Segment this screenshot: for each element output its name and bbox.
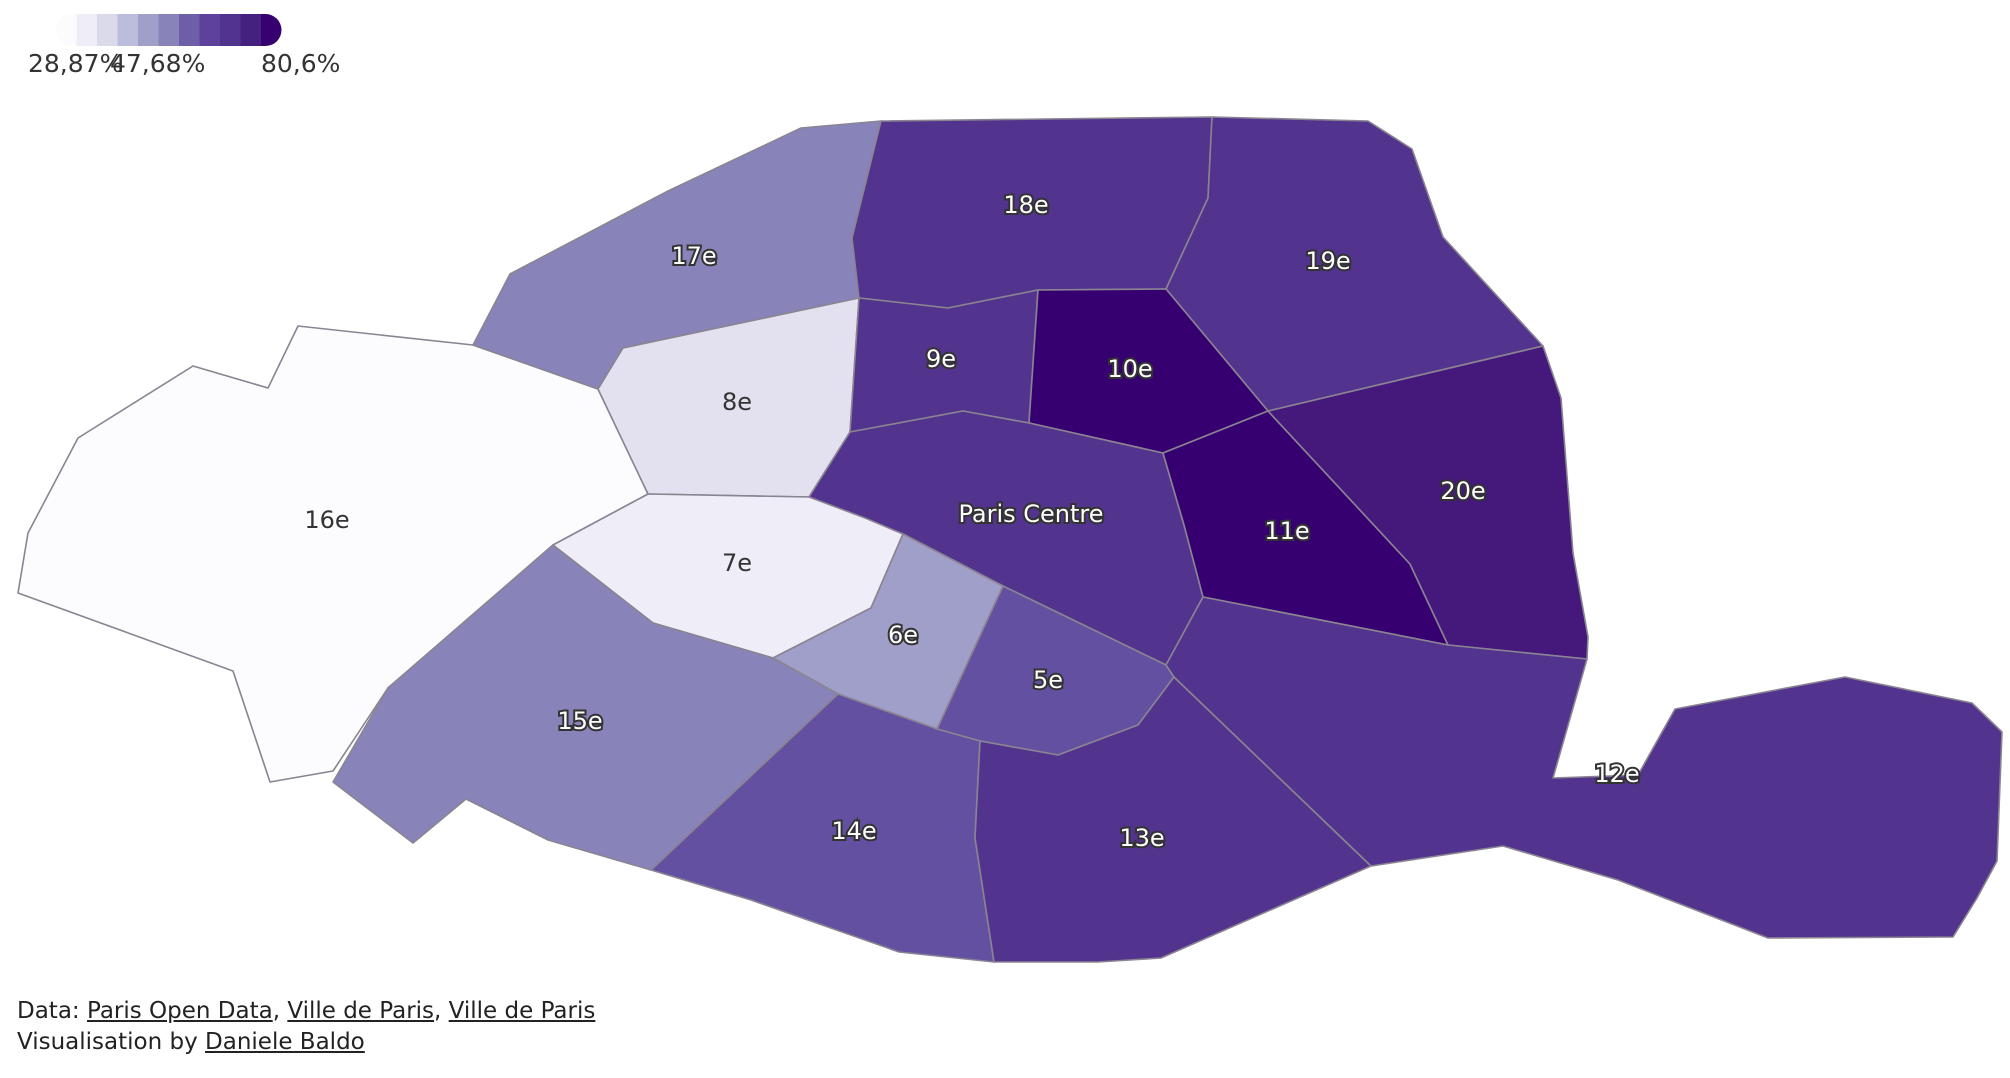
region-15e[interactable] <box>332 544 839 871</box>
data-sources-line: Data: Paris Open Data, Ville de Paris, V… <box>17 996 595 1027</box>
region-13e[interactable] <box>974 676 1372 963</box>
region-label-14e: 14e <box>831 817 876 845</box>
region-label-5e: 5e <box>1033 666 1063 694</box>
region-label-paris-centre: Paris Centre <box>958 500 1103 528</box>
region-label-17e: 17e <box>671 242 716 270</box>
region-label-8e: 8e <box>722 388 752 416</box>
arrondissements <box>17 116 2003 963</box>
legend-step <box>117 14 139 46</box>
region-label-16e: 16e <box>304 506 349 534</box>
legend-step <box>220 14 242 46</box>
region-label-6e: 6e <box>888 621 918 649</box>
separator: , <box>272 998 288 1024</box>
separator: , <box>434 998 449 1024</box>
region-label-13e: 13e <box>1119 824 1164 852</box>
data-prefix: Data: <box>17 998 87 1024</box>
region-label-9e: 9e <box>926 345 956 373</box>
region-label-11e: 11e <box>1264 517 1309 545</box>
legend-step <box>138 14 160 46</box>
legend-step <box>261 14 282 46</box>
source-link-paris-open-data[interactable]: Paris Open Data <box>86 998 273 1024</box>
legend-step <box>76 14 98 46</box>
region-label-20e: 20e <box>1440 477 1485 505</box>
legend-step <box>240 14 262 46</box>
region-label-7e: 7e <box>722 549 752 577</box>
vis-prefix: Visualisation by <box>17 1029 206 1055</box>
region-label-10e: 10e <box>1107 355 1152 383</box>
source-link-ville-de-paris-1[interactable]: Ville de Paris <box>287 998 435 1024</box>
region-label-19e: 19e <box>1305 247 1350 275</box>
region-label-15e: 15e <box>557 707 602 735</box>
legend-step <box>56 14 78 46</box>
legend-max-label: 80,6% <box>261 49 340 78</box>
author-link[interactable]: Daniele Baldo <box>205 1029 365 1055</box>
attribution: Data: Paris Open Data, Ville de Paris, V… <box>17 996 595 1058</box>
legend-step <box>199 14 221 46</box>
region-label-12e: 12e <box>1594 760 1639 788</box>
legend-step <box>97 14 119 46</box>
region-12e[interactable] <box>1165 596 2003 939</box>
legend-step <box>158 14 180 46</box>
legend-step <box>179 14 201 46</box>
source-link-ville-de-paris-2[interactable]: Ville de Paris <box>448 998 596 1024</box>
legend-min-label: 28,87% <box>28 49 123 78</box>
region-label-18e: 18e <box>1003 191 1048 219</box>
color-legend: 28,87% 47,68% 80,6% <box>28 14 340 78</box>
legend-mid-label: 47,68% <box>110 49 205 78</box>
arrondissement-labels: 16e 17e 18e 19e 8e 9e 10e Paris Centre 11e 20e 7e 6… <box>304 189 1641 854</box>
credit-line: Visualisation by Daniele Baldo <box>17 1027 595 1058</box>
region-20e[interactable] <box>1267 345 1589 660</box>
